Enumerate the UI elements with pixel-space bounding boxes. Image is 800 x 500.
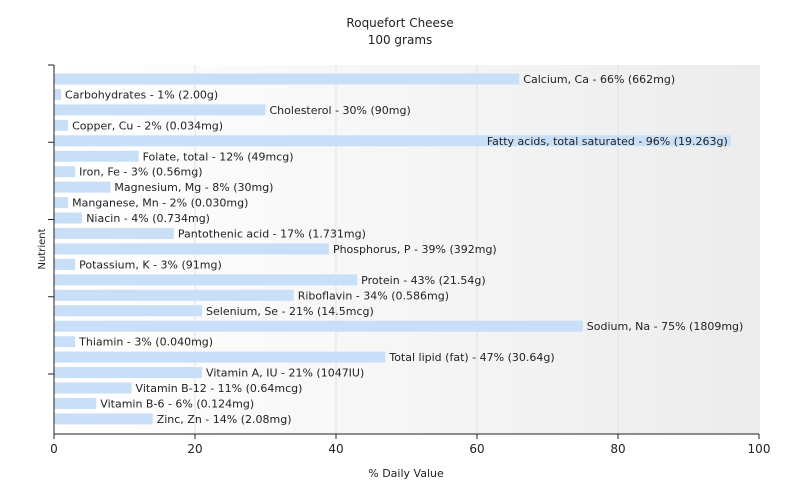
bar-labels: Calcium, Ca - 66% (662mg) Carbohydrates -…: [65, 73, 743, 426]
bar-label: Phosphorus, P - 39% (392mg): [333, 243, 497, 256]
bar-label: Magnesium, Mg - 8% (30mg): [114, 181, 273, 194]
bar: [54, 197, 69, 209]
bar-label: Pantothenic acid - 17% (1.731mg): [178, 228, 366, 241]
x-tick-label: 60: [469, 442, 484, 456]
bar-label: Niacin - 4% (0.734mg): [86, 212, 210, 225]
bar: [54, 166, 76, 178]
chart-subtitle: 100 grams: [368, 33, 433, 47]
x-axis-label: % Daily Value: [368, 467, 444, 480]
bar-label: Potassium, K - 3% (91mg): [79, 258, 222, 271]
bar: [54, 119, 69, 131]
y-axis-ticks: [48, 64, 54, 375]
bar: [54, 73, 520, 85]
bar-label: Zinc, Zn - 14% (2.08mg): [157, 413, 292, 426]
bar: [54, 274, 358, 286]
bar: [54, 289, 294, 301]
bar: [54, 351, 386, 363]
bar: [54, 243, 329, 255]
bar: [54, 104, 266, 116]
x-tick-label: 40: [328, 442, 343, 456]
bar-label: Calcium, Ca - 66% (662mg): [523, 73, 675, 86]
bar: [54, 382, 132, 394]
bar: [54, 135, 731, 147]
chart-title: Roquefort Cheese: [346, 16, 453, 30]
bar: [54, 336, 76, 348]
x-tick-label: 100: [748, 442, 771, 456]
x-tick-label: 80: [610, 442, 625, 456]
bar-label: Protein - 43% (21.54g): [361, 274, 486, 287]
bar-label: Manganese, Mn - 2% (0.030mg): [72, 197, 248, 210]
bar-label: Riboflavin - 34% (0.586mg): [298, 289, 449, 302]
bar-label: Vitamin B-12 - 11% (0.64mcg): [136, 382, 303, 395]
bar-label: Total lipid (fat) - 47% (30.64g): [388, 351, 554, 364]
bar: [54, 397, 97, 409]
bar: [54, 413, 153, 425]
bar: [54, 305, 203, 317]
bar-label: Fatty acids, total saturated - 96% (19.2…: [487, 135, 728, 148]
bar-label: Carbohydrates - 1% (2.00g): [65, 88, 218, 101]
bar: [54, 212, 83, 224]
x-tick-label: 0: [50, 442, 58, 456]
bars: [54, 73, 731, 425]
bar-label: Thiamin - 3% (0.040mg): [78, 336, 213, 349]
x-tick-label: 20: [187, 442, 202, 456]
bar-label: Cholesterol - 30% (90mg): [270, 104, 411, 117]
bar-label: Selenium, Se - 21% (14.5mcg): [206, 305, 374, 318]
x-axis-ticks: 0 20 40 60 80 100: [50, 434, 770, 456]
y-axis-label: Nutrient: [37, 228, 48, 269]
bar: [54, 320, 583, 332]
bar: [54, 150, 139, 162]
bar-label: Folate, total - 12% (49mcg): [143, 150, 294, 163]
bar: [54, 367, 203, 379]
bar: [54, 228, 174, 239]
bar-label: Sodium, Na - 75% (1809mg): [587, 320, 744, 333]
bar-label: Copper, Cu - 2% (0.034mg): [72, 119, 223, 132]
bar-label: Iron, Fe - 3% (0.56mg): [79, 166, 202, 179]
bar: [54, 88, 62, 100]
bar-label: Vitamin A, IU - 21% (1047IU): [206, 367, 364, 380]
bar: [54, 181, 111, 193]
bar: [54, 258, 76, 270]
bar-label: Vitamin B-6 - 6% (0.124mg): [100, 397, 254, 410]
